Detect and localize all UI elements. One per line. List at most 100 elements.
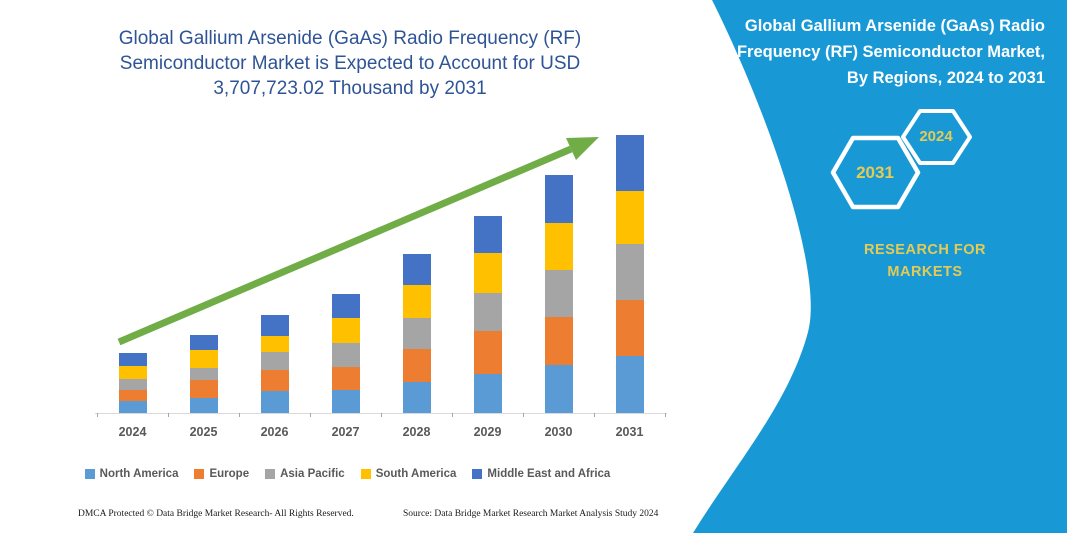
segment-asia-pacific-2026 xyxy=(260,352,289,370)
x-axis-tick xyxy=(594,413,595,417)
segment-north-america-2027 xyxy=(331,390,360,413)
panel-title-line: By Regions, 2024 to 2031 xyxy=(846,69,1045,87)
legend-label: South America xyxy=(375,468,457,480)
segment-europe-2028 xyxy=(402,349,431,382)
brand-wordmark: RESEARCH FOR MARKETS xyxy=(825,239,1025,283)
segment-north-america-2025 xyxy=(189,398,218,413)
segment-south-america-2025 xyxy=(189,350,218,368)
segment-middle-east-and-africa-2031 xyxy=(615,135,644,191)
segment-south-america-2029 xyxy=(473,253,502,293)
legend-swatch-icon xyxy=(472,469,483,479)
bar-2025 xyxy=(189,335,218,413)
segment-asia-pacific-2024 xyxy=(118,379,147,390)
legend-swatch-icon xyxy=(194,469,205,479)
segment-south-america-2030 xyxy=(544,223,573,270)
panel-title-line: Frequency (RF) Semiconductor Market, xyxy=(736,43,1045,61)
segment-north-america-2024 xyxy=(118,401,147,413)
x-axis-tick xyxy=(310,413,311,417)
x-axis-tick xyxy=(97,413,98,417)
segment-asia-pacific-2027 xyxy=(331,343,360,367)
panel-background-shape xyxy=(693,0,1067,533)
legend-item-europe: Europe xyxy=(194,468,249,480)
footer-dmca-text: DMCA Protected © Data Bridge Market Rese… xyxy=(78,509,354,519)
segment-middle-east-and-africa-2029 xyxy=(473,216,502,253)
chart-title-line: 3,707,723.02 Thousand by 2031 xyxy=(213,78,487,99)
x-axis-tick xyxy=(452,413,453,417)
chart-legend: North America Europe Asia Pacific South Ame… xyxy=(0,468,695,480)
brand-wordmark-line: MARKETS xyxy=(887,264,963,280)
x-axis-label-2024: 2024 xyxy=(118,425,147,439)
segment-north-america-2028 xyxy=(402,382,431,413)
segment-middle-east-and-africa-2028 xyxy=(402,254,431,285)
segment-asia-pacific-2028 xyxy=(402,318,431,349)
legend-label: Middle East and Africa xyxy=(487,468,611,480)
segment-asia-pacific-2030 xyxy=(544,270,573,317)
legend-item-middle-east-and-africa: Middle East and Africa xyxy=(472,468,610,480)
segment-europe-2024 xyxy=(118,390,147,401)
bar-2029 xyxy=(473,216,502,413)
bar-2031 xyxy=(615,135,644,413)
x-axis-tick xyxy=(168,413,169,417)
legend-item-south-america: South America xyxy=(360,468,457,480)
legend-item-asia-pacific: Asia Pacific xyxy=(265,468,345,480)
brand-panel: Global Gallium Arsenide (GaAs) Radio Fre… xyxy=(687,0,1067,533)
hexagon-2031-label: 2031 xyxy=(856,163,894,182)
legend-label: Europe xyxy=(209,468,250,480)
segment-south-america-2026 xyxy=(260,336,289,352)
x-axis-label-2031: 2031 xyxy=(615,425,644,439)
segment-europe-2027 xyxy=(331,367,360,390)
legend-label: North America xyxy=(99,468,179,480)
segment-south-america-2028 xyxy=(402,285,431,318)
segment-middle-east-and-africa-2030 xyxy=(544,175,573,223)
brand-panel-shape xyxy=(693,0,1067,533)
x-axis-label-2027: 2027 xyxy=(331,425,360,439)
segment-asia-pacific-2025 xyxy=(189,368,218,380)
x-axis-tick xyxy=(381,413,382,417)
panel-title: Global Gallium Arsenide (GaAs) Radio Fre… xyxy=(715,13,1045,91)
hexagon-2031-icon xyxy=(830,135,921,210)
legend-label: Asia Pacific xyxy=(280,468,345,480)
x-axis-label-2025: 2025 xyxy=(189,425,218,439)
segment-south-america-2024 xyxy=(118,366,147,379)
segment-europe-2026 xyxy=(260,370,289,391)
hexagon-2024-label: 2024 xyxy=(919,128,953,145)
x-axis-tick xyxy=(239,413,240,417)
x-axis-tick xyxy=(523,413,524,417)
stacked-bar-plot: 2024 2025 2026 2027 2028 2029 2030 2031 xyxy=(95,135,667,439)
x-axis-tick xyxy=(665,413,666,417)
segment-middle-east-and-africa-2024 xyxy=(118,353,147,366)
segment-asia-pacific-2029 xyxy=(473,293,502,331)
segment-north-america-2026 xyxy=(260,391,289,413)
segment-middle-east-and-africa-2027 xyxy=(331,294,360,318)
legend-swatch-icon xyxy=(84,469,95,479)
legend-swatch-icon xyxy=(360,469,371,479)
segment-north-america-2029 xyxy=(473,374,502,413)
segment-north-america-2031 xyxy=(615,356,644,413)
segment-middle-east-and-africa-2026 xyxy=(260,315,289,336)
legend-item-north-america: North America xyxy=(84,468,179,480)
x-axis-label-2026: 2026 xyxy=(260,425,289,439)
segment-middle-east-and-africa-2025 xyxy=(189,335,218,350)
segment-europe-2029 xyxy=(473,331,502,374)
segment-south-america-2031 xyxy=(615,191,644,244)
legend-swatch-icon xyxy=(265,469,276,479)
footer-source-text: Source: Data Bridge Market Research Mark… xyxy=(403,509,659,519)
bar-2027 xyxy=(331,294,360,413)
segment-europe-2030 xyxy=(544,317,573,365)
x-axis-label-2029: 2029 xyxy=(473,425,502,439)
segment-europe-2031 xyxy=(615,300,644,356)
segment-europe-2025 xyxy=(189,380,218,398)
chart-title-line: Semiconductor Market is Expected to Acco… xyxy=(119,53,581,74)
panel-title-line: Global Gallium Arsenide (GaAs) Radio xyxy=(744,17,1045,35)
x-axis-label-2028: 2028 xyxy=(402,425,431,439)
chart-title: Global Gallium Arsenide (GaAs) Radio Fre… xyxy=(40,26,660,101)
chart-title-line: Global Gallium Arsenide (GaAs) Radio Fre… xyxy=(118,28,582,49)
bar-2028 xyxy=(402,254,431,413)
bar-2030 xyxy=(544,175,573,413)
segment-north-america-2030 xyxy=(544,365,573,413)
hexagon-2024-icon xyxy=(901,109,972,165)
segment-asia-pacific-2031 xyxy=(615,244,644,300)
segment-south-america-2027 xyxy=(331,318,360,343)
bar-2024 xyxy=(118,353,147,413)
bar-2026 xyxy=(260,315,289,413)
